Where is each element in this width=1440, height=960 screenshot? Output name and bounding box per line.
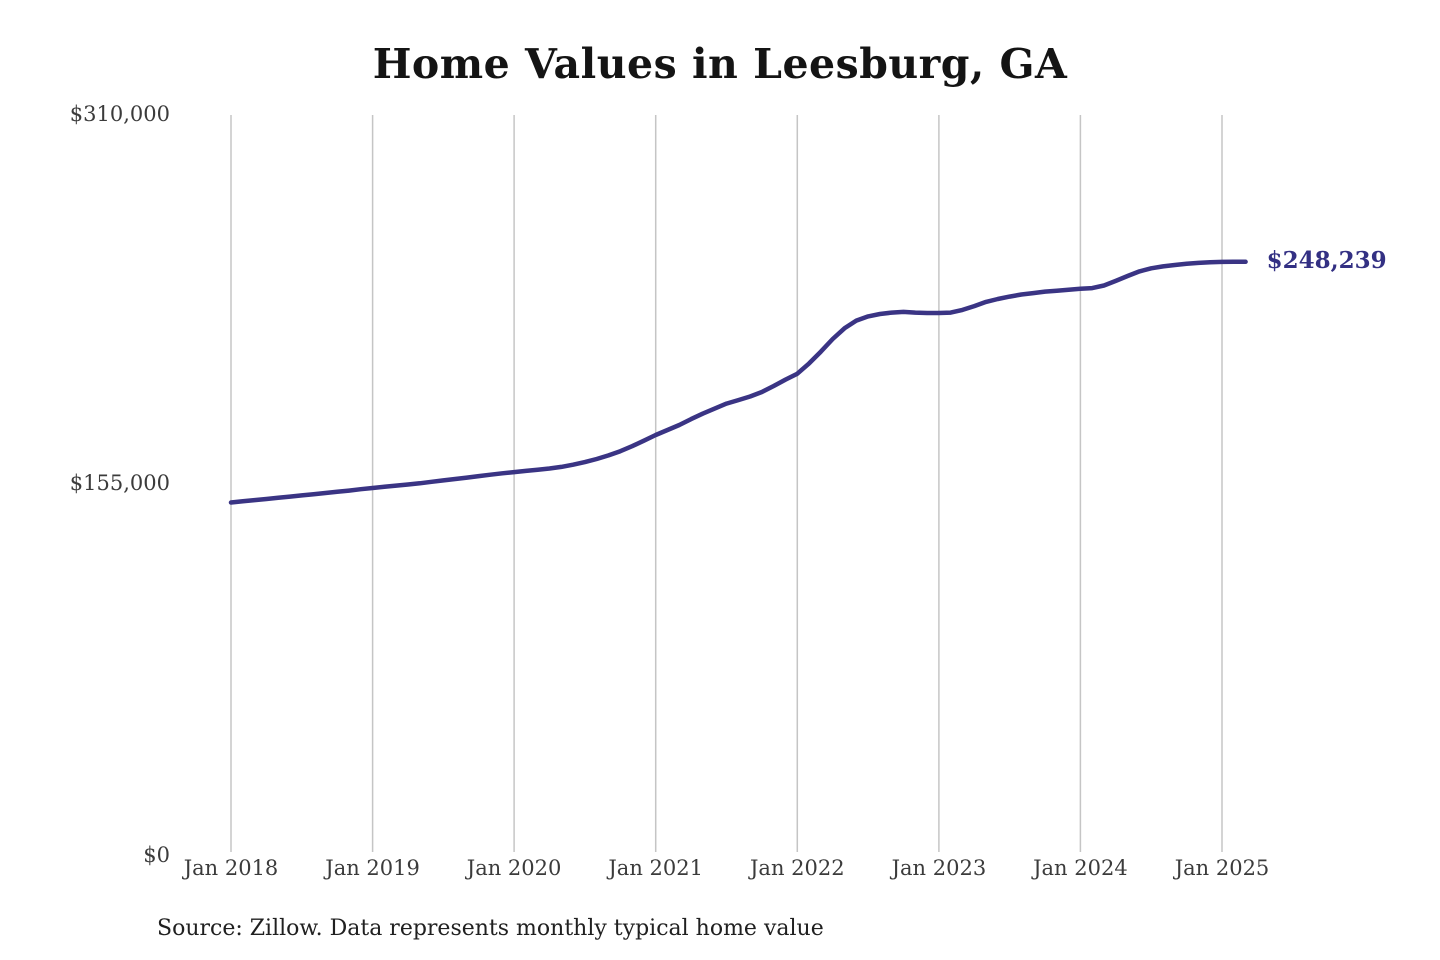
home-value-line [228, 259, 1248, 505]
x-axis-tick-jan-2020: Jan 2020 [466, 856, 562, 880]
x-axis-tick-jan-2022: Jan 2022 [750, 856, 845, 880]
source-note: Source: Zillow. Data represents monthly … [157, 916, 824, 941]
x-axis-tick-jan-2019: Jan 2019 [325, 856, 420, 880]
x-axis-tick-jan-2021: Jan 2021 [608, 856, 703, 880]
y-axis-tick-0: $0 [143, 843, 170, 867]
x-axis-tick-jan-2025: Jan 2025 [1174, 856, 1270, 880]
y-axis-tick-310000: $310,000 [69, 102, 170, 126]
x-axis-tick-jan-2023: Jan 2023 [891, 856, 987, 880]
latest-value-label: $248,239 [1266, 246, 1387, 274]
chart-title: Home Values in Leesburg, GA [372, 40, 1068, 88]
x-axis-tick-jan-2018: Jan 2018 [183, 856, 279, 880]
x-axis-tick-jan-2024: Jan 2024 [1033, 856, 1128, 880]
vertical-gridlines [230, 115, 1223, 852]
y-axis-tick-155000: $155,000 [69, 471, 170, 495]
